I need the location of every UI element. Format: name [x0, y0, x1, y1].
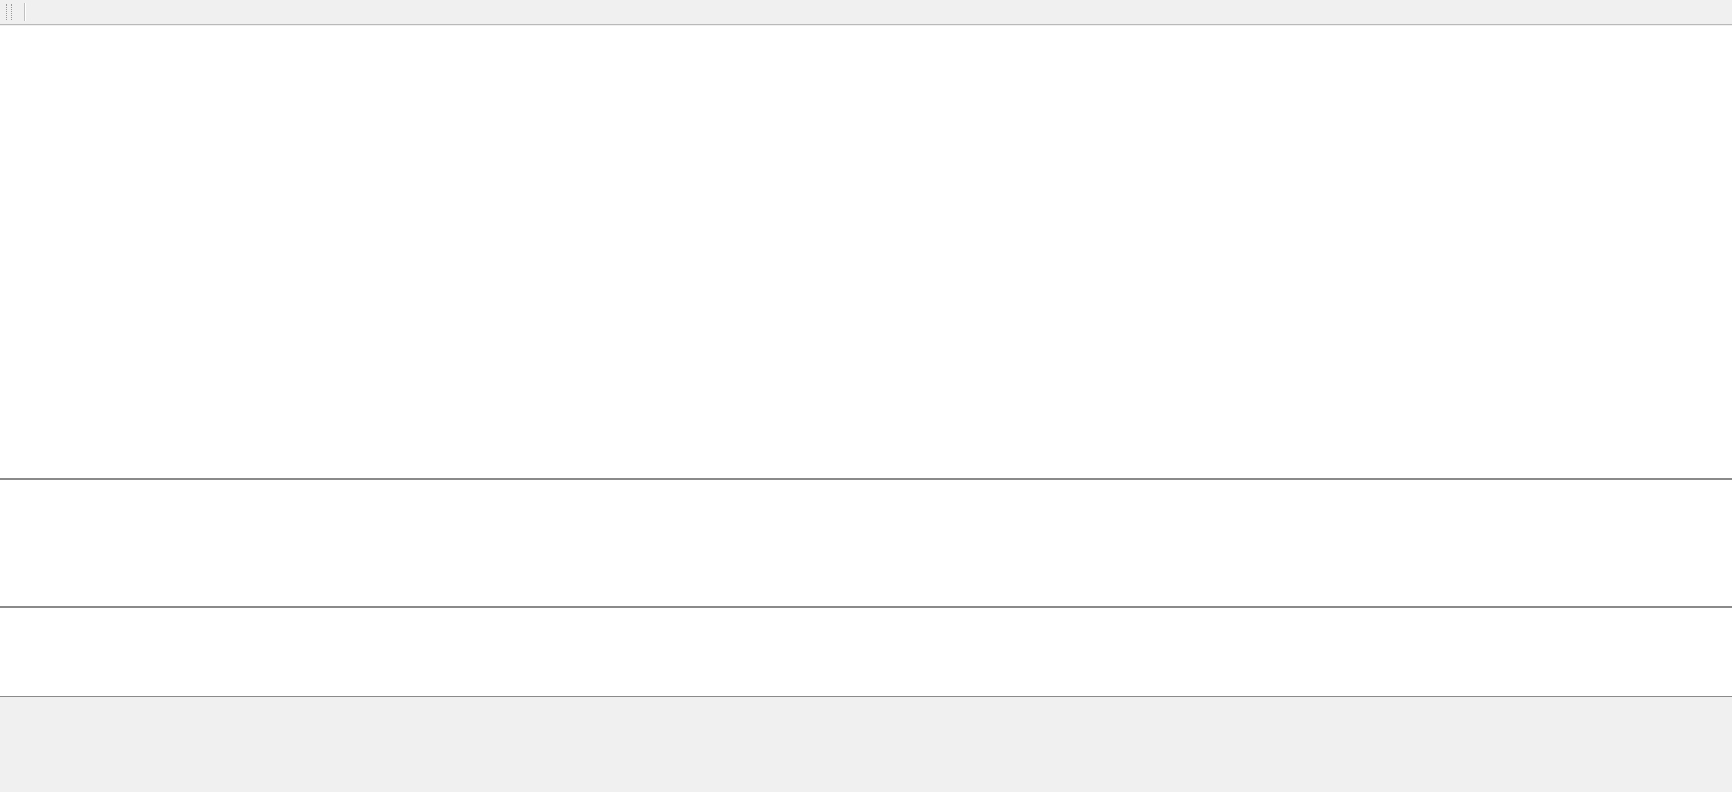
main-chart-panel[interactable]: [0, 26, 1732, 480]
bottom-filler: [0, 714, 1732, 792]
macd-panel[interactable]: [0, 480, 1732, 608]
time-axis[interactable]: [0, 697, 1732, 714]
toolbar-grip[interactable]: [6, 4, 12, 20]
toolbar-separator: [24, 3, 26, 21]
toolbar: [0, 0, 1732, 25]
macd-label: [6, 483, 16, 494]
rsi-label: [6, 611, 16, 622]
chart-ohlc-header: [8, 31, 17, 43]
rsi-panel[interactable]: [0, 608, 1732, 697]
rsi-canvas[interactable]: [0, 608, 1732, 696]
price-chart-canvas[interactable]: [0, 26, 1732, 478]
macd-canvas[interactable]: [0, 480, 1732, 606]
